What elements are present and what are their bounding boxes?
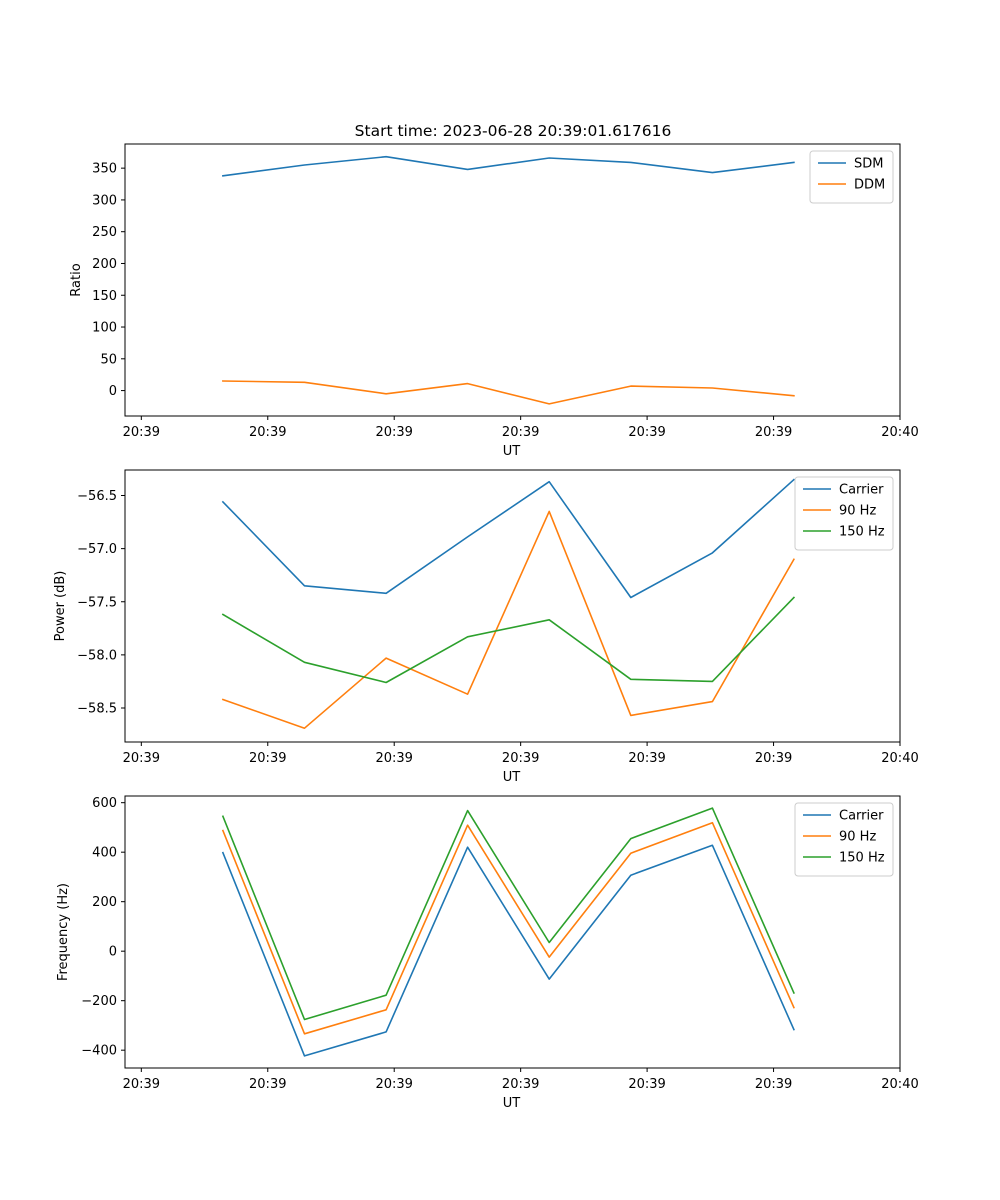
series-line-90-hz <box>221 821 795 1035</box>
x-tick-label: 20:39 <box>249 425 286 440</box>
y-tick-label: −200 <box>81 994 117 1009</box>
x-tick-label: 20:40 <box>881 751 918 766</box>
series-line-150-hz <box>221 596 796 684</box>
legend: Carrier 90 Hz 150 Hz <box>794 476 894 551</box>
y-tick-label: 200 <box>92 895 117 910</box>
series-line-ddm <box>222 380 795 405</box>
series-line-carrier <box>221 478 796 599</box>
x-tick-label: 20:39 <box>628 751 665 766</box>
x-tick-label: 20:39 <box>755 425 792 440</box>
x-tick-label: 20:40 <box>881 425 918 440</box>
legend-label: 90 Hz <box>839 830 876 845</box>
legend-label: SDM <box>854 157 883 172</box>
legend-label: 150 Hz <box>839 851 885 866</box>
y-tick-label: 400 <box>92 846 117 861</box>
series-line-carrier <box>221 844 795 1057</box>
legend: Carrier 90 Hz 150 Hz <box>794 802 894 877</box>
y-tick-label: −56.5 <box>77 489 117 504</box>
y-tick-label: −58.5 <box>77 702 117 717</box>
axes-frame <box>124 143 901 417</box>
y-tick-label: 0 <box>109 945 117 960</box>
x-tick-label: 20:39 <box>628 1077 665 1092</box>
y-tick-label: −57.5 <box>77 595 117 610</box>
y-tick-label: −400 <box>81 1044 117 1059</box>
y-tick-label: 50 <box>100 352 117 367</box>
y-tick-label: 350 <box>92 162 117 177</box>
y-tick-label: 200 <box>92 257 117 272</box>
x-axis-label: UT <box>503 444 521 459</box>
x-tick-label: 20:39 <box>502 1077 539 1092</box>
y-tick-label: 100 <box>92 321 117 336</box>
legend: SDM DDM <box>809 150 894 204</box>
x-tick-label: 20:39 <box>249 751 286 766</box>
panel-2: −58.5 −58.0 −57.5 −57.0 −56.5 20:39 20:39 20:39… <box>53 469 919 785</box>
x-tick-label: 20:39 <box>628 425 665 440</box>
y-axis-label: Frequency (Hz) <box>56 883 71 981</box>
y-tick-label: 600 <box>92 796 117 811</box>
x-tick-label: 20:39 <box>123 751 160 766</box>
x-axis-label: UT <box>503 1096 521 1111</box>
legend-label: 150 Hz <box>839 525 885 540</box>
x-tick-label: 20:40 <box>881 1077 918 1092</box>
figure-title: Start time: 2023-06-28 20:39:01.617616 <box>355 122 672 140</box>
panel-1: 0 50 100 150 200 250 300 350 20:39 20:39 20:39 20:3… <box>69 143 919 459</box>
panel-3: −400 −200 0 200 400 600 20:39 20:39 20:39 20:39 20… <box>56 795 919 1111</box>
y-axis-label: Power (dB) <box>53 571 68 642</box>
y-tick-label: 150 <box>92 289 117 304</box>
x-tick-label: 20:39 <box>755 751 792 766</box>
axes-frame <box>124 469 901 743</box>
series-line-90-hz <box>221 510 795 730</box>
panels: 0 50 100 150 200 250 300 350 20:39 20:39 20:39 20:3… <box>53 143 919 1111</box>
legend-label: Carrier <box>839 483 884 498</box>
x-tick-label: 20:39 <box>249 1077 286 1092</box>
axes-frame <box>124 795 901 1069</box>
x-tick-label: 20:39 <box>502 751 539 766</box>
x-tick-label: 20:39 <box>502 425 539 440</box>
legend-box <box>809 150 894 204</box>
y-tick-label: −57.0 <box>77 542 117 557</box>
y-tick-label: 250 <box>92 225 117 240</box>
x-tick-label: 20:39 <box>375 425 412 440</box>
y-tick-label: 300 <box>92 193 117 208</box>
x-tick-label: 20:39 <box>123 425 160 440</box>
y-tick-label: 0 <box>109 384 117 399</box>
legend-label: 90 Hz <box>839 504 876 519</box>
series-line-150-hz <box>221 807 795 1021</box>
y-axis-label: Ratio <box>69 263 84 296</box>
x-tick-label: 20:39 <box>375 751 412 766</box>
series-line-sdm <box>222 155 795 177</box>
x-tick-label: 20:39 <box>123 1077 160 1092</box>
legend-label: Carrier <box>839 809 884 824</box>
x-tick-label: 20:39 <box>375 1077 412 1092</box>
legend-label: DDM <box>854 178 885 193</box>
x-axis-label: UT <box>503 770 521 785</box>
x-tick-label: 20:39 <box>755 1077 792 1092</box>
y-tick-label: −58.0 <box>77 648 117 663</box>
